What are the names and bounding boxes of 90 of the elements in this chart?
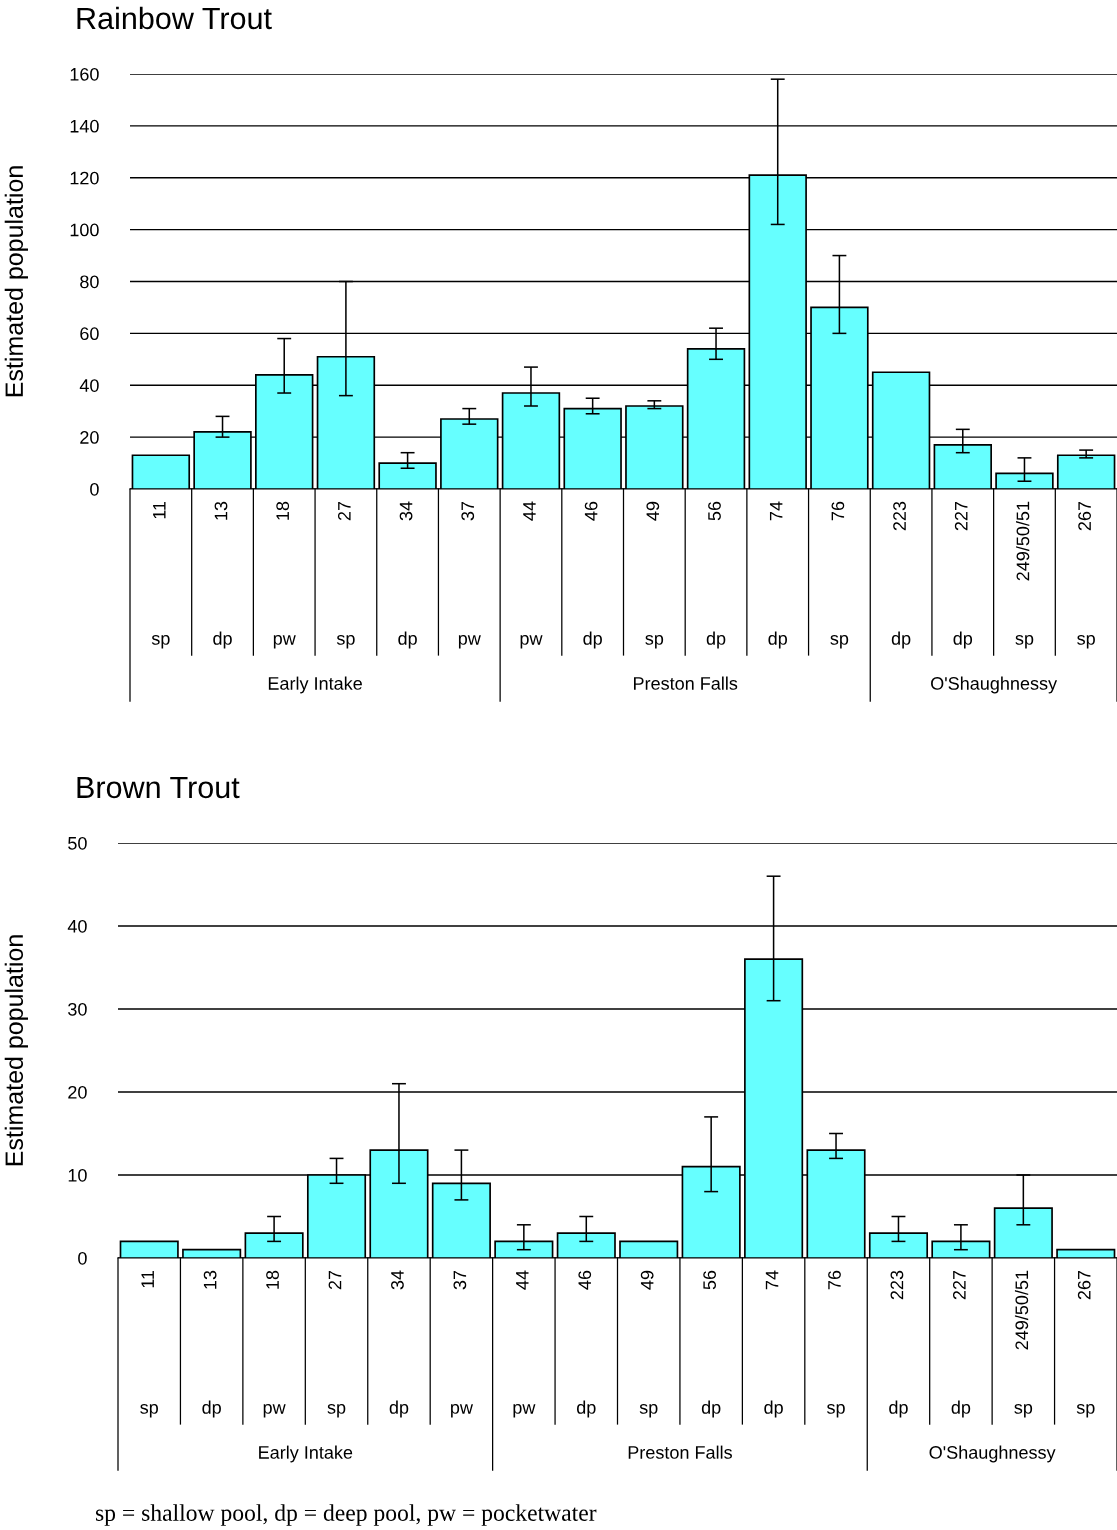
text: sp — [151, 634, 170, 649]
x-tick-label: 27 — [337, 501, 351, 521]
x-tick-label: 44 — [523, 501, 536, 521]
chart-title: Brown Trout — [77, 776, 240, 799]
text: dp — [583, 631, 602, 649]
y-tick-label: 60 — [80, 327, 99, 341]
text: sp — [336, 634, 355, 649]
x-tick-label: 267 — [1077, 1270, 1091, 1300]
x-tick-label: 223 — [893, 501, 906, 531]
text: dp — [398, 631, 417, 649]
text: sp — [830, 634, 849, 649]
text: dp — [706, 631, 726, 649]
text: dp — [389, 1400, 409, 1418]
x-tick-label: 37 — [461, 501, 475, 521]
y-tick-label: 100 — [70, 223, 99, 237]
text: pw — [273, 634, 296, 649]
text: sp — [639, 1403, 658, 1418]
text: sp = shallow pool, dp = deep pool, pw = pocketwater — [95, 1504, 597, 1526]
text: dp — [768, 631, 787, 649]
x-tick-label: 76 — [828, 1270, 841, 1290]
x-tick-label: 267 — [1078, 501, 1091, 531]
x-tick-label: 76 — [831, 501, 845, 521]
text: dp — [213, 631, 232, 649]
text: O'Shaughnessy — [931, 676, 1058, 694]
x-tick-label: 44 — [516, 1270, 529, 1290]
text: sp — [1015, 634, 1034, 649]
text: Preston Falls — [628, 1445, 732, 1459]
text: sp — [827, 1403, 845, 1418]
y-tick-label: 0 — [90, 482, 99, 496]
x-tick-label: 13 — [214, 501, 228, 520]
x-tick-label: 74 — [765, 1270, 779, 1290]
x-tick-label: 34 — [399, 501, 413, 521]
x-tick-label: 46 — [578, 1270, 592, 1290]
x-tick-label: 49 — [640, 1270, 654, 1290]
text: sp — [1014, 1403, 1033, 1418]
text: pw — [451, 1403, 473, 1418]
x-tick-label: 249/50/51 — [1014, 1270, 1029, 1350]
y-tick-label: 40 — [79, 379, 99, 392]
text: dp — [891, 631, 911, 649]
y-axis-title: Estimated population — [4, 166, 28, 397]
x-tick-label: 74 — [769, 501, 783, 521]
text: sp — [645, 634, 664, 649]
y-tick-label: 40 — [67, 919, 87, 933]
x-tick-label: 223 — [890, 1270, 904, 1300]
text: dp — [202, 1400, 221, 1418]
text: dp — [764, 1400, 783, 1418]
text: pw — [263, 1403, 286, 1418]
x-tick-label: 49 — [646, 501, 660, 521]
text: Early Intake — [259, 1445, 353, 1463]
text: sp — [327, 1403, 346, 1418]
x-tick-label: 249/50/51 — [1016, 501, 1030, 581]
x-tick-label: 56 — [708, 501, 721, 521]
text: pw — [513, 1403, 536, 1418]
y-tick-label: 20 — [68, 1085, 87, 1099]
text: sp — [1076, 1403, 1095, 1418]
text: pw — [458, 634, 481, 649]
text: Preston Falls — [633, 676, 738, 690]
y-tick-label: 50 — [68, 836, 87, 850]
text: dp — [889, 1400, 908, 1418]
y-tick-label: 160 — [70, 67, 99, 81]
text: dp — [577, 1400, 596, 1418]
text: sp — [1077, 634, 1095, 649]
text: dp — [951, 1400, 971, 1418]
text: Early Intake — [268, 676, 362, 694]
x-tick-label: 27 — [328, 1270, 342, 1290]
x-tick-label: 56 — [703, 1270, 716, 1290]
text: O'Shaughnessy — [929, 1445, 1056, 1463]
x-tick-label: 34 — [391, 1270, 404, 1290]
text: dp — [953, 631, 973, 649]
x-tick-label: 18 — [276, 501, 290, 520]
y-tick-label: 120 — [70, 171, 99, 185]
y-tick-label: 140 — [70, 119, 99, 133]
y-tick-label: 80 — [80, 275, 99, 289]
y-tick-label: 10 — [68, 1168, 87, 1182]
y-tick-label: 0 — [78, 1251, 87, 1265]
text: pw — [520, 634, 543, 649]
chart-title: Rainbow Trout — [77, 6, 272, 30]
x-tick-label: 18 — [266, 1270, 279, 1289]
text: sp — [140, 1403, 158, 1418]
x-tick-label: 37 — [453, 1270, 467, 1290]
y-tick-label: 20 — [80, 431, 99, 444]
x-tick-label: 227 — [952, 1270, 966, 1300]
x-tick-label: 46 — [584, 501, 598, 521]
text: dp — [701, 1400, 721, 1418]
x-tick-label: 11 — [141, 1270, 154, 1288]
x-tick-label: 227 — [954, 501, 968, 531]
y-tick-label: 30 — [68, 1002, 87, 1016]
x-tick-label: 13 — [203, 1270, 217, 1289]
y-axis-title: Estimated population — [4, 935, 28, 1166]
x-tick-label: 11 — [153, 501, 166, 519]
